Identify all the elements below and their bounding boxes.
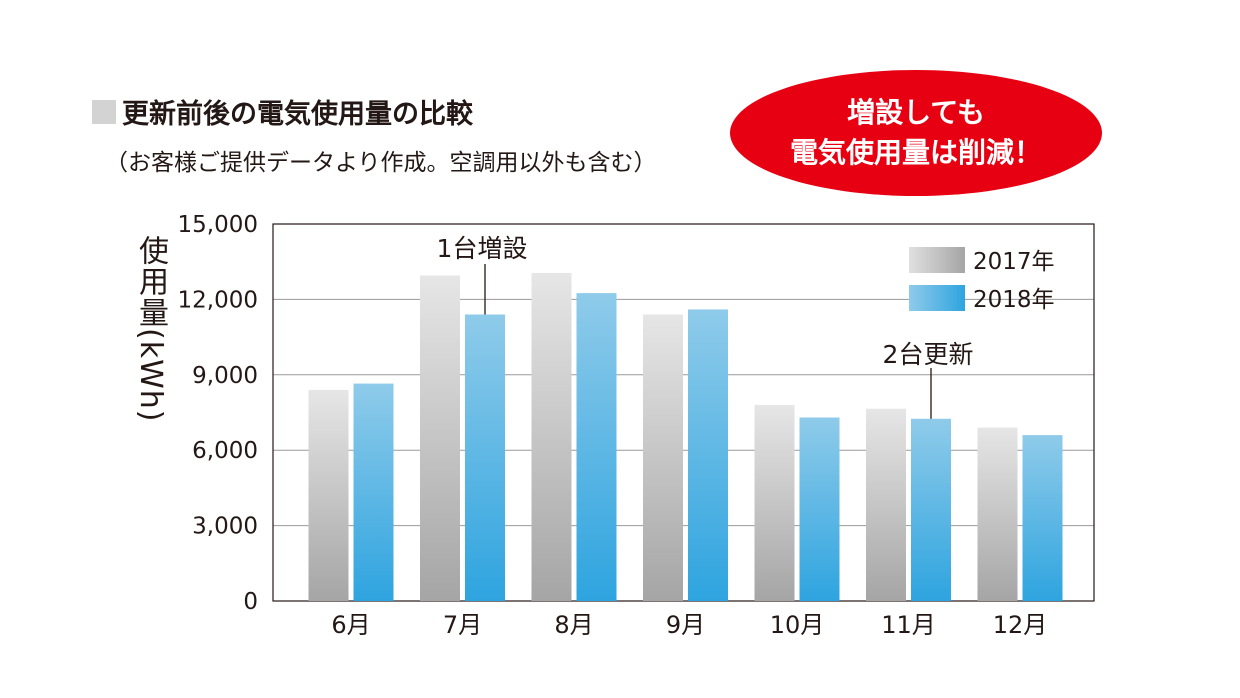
annotation-label: 1台増設 — [437, 234, 528, 263]
bar-2017年-7月 — [420, 275, 460, 601]
callout-line-2: 電気使用量は削減！ — [789, 136, 1042, 169]
callout-line-1: 増設しても — [847, 96, 985, 129]
page-title: 更新前後の電気使用量の比較 — [122, 99, 473, 130]
y-tick-label: 0 — [243, 589, 258, 615]
y-axis-label: 使用量(kWh) — [133, 235, 168, 423]
bar-2018年-8月 — [576, 293, 617, 601]
y-tick-label: 12,000 — [178, 287, 258, 313]
bar-2017年-8月 — [531, 273, 572, 601]
bar-2018年-6月 — [353, 383, 394, 601]
bar-2017年-9月 — [643, 314, 683, 601]
callout-badge: 増設しても 電気使用量は削減！ — [730, 70, 1102, 196]
title-row: 更新前後の電気使用量の比較 — [92, 92, 473, 131]
bar-2018年-11月 — [911, 418, 951, 601]
bar-2017年-10月 — [754, 404, 795, 601]
bar-2018年-10月 — [799, 417, 840, 601]
legend-label: 2018年 — [973, 287, 1055, 313]
y-tick-label: 15,000 — [178, 212, 258, 238]
plot-frame — [272, 223, 1095, 602]
x-tick-label: 11月 — [881, 611, 936, 639]
x-tick-label: 8月 — [554, 611, 593, 639]
bar-2018年-7月 — [465, 314, 505, 601]
legend-label: 2017年 — [973, 249, 1055, 275]
x-tick-label: 6月 — [331, 611, 370, 639]
y-tick-label: 3,000 — [192, 514, 258, 540]
legend-swatch-2018年 — [909, 285, 965, 311]
legend-swatch-2017年 — [909, 247, 965, 273]
bar-2017年-12月 — [977, 427, 1018, 601]
x-tick-label: 7月 — [443, 611, 482, 639]
y-tick-label: 9,000 — [192, 363, 258, 389]
bar-2018年-12月 — [1022, 435, 1063, 601]
x-tick-label: 9月 — [666, 611, 705, 639]
x-tick-label: 10月 — [770, 611, 825, 639]
title-marker — [92, 99, 116, 124]
annotation-label: 2台更新 — [883, 340, 974, 369]
page-subtitle: （お客様ご提供データより作成。空調用以外も含む） — [105, 150, 657, 176]
bar-2017年-11月 — [866, 408, 906, 601]
bar-2018年-9月 — [688, 309, 728, 601]
y-tick-label: 6,000 — [192, 438, 258, 464]
x-tick-label: 12月 — [993, 611, 1048, 639]
bar-2017年-6月 — [308, 389, 349, 601]
